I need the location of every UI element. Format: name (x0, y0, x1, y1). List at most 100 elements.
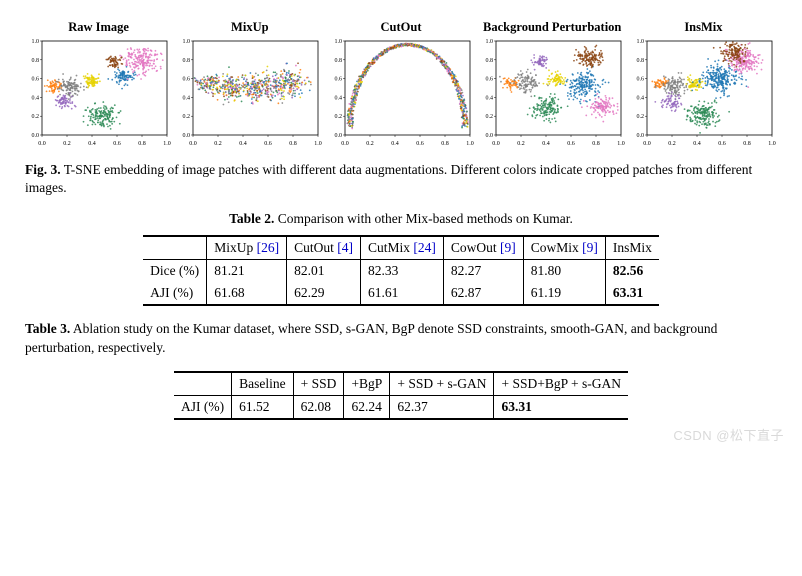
svg-text:0.0: 0.0 (32, 133, 40, 139)
svg-text:1.0: 1.0 (163, 141, 171, 147)
citation-ref[interactable]: [24] (413, 240, 436, 255)
svg-text:0.6: 0.6 (416, 141, 424, 147)
table-cell: 82.01 (287, 260, 361, 283)
scatter-insmix: 0.00.20.40.60.81.00.00.20.40.60.81.0 (631, 37, 776, 147)
svg-text:0.6: 0.6 (113, 141, 121, 147)
caption-lead: Table 3. (25, 321, 70, 336)
table-cell: 61.19 (523, 282, 605, 305)
svg-text:0.2: 0.2 (63, 141, 71, 147)
svg-text:0.6: 0.6 (265, 141, 273, 147)
svg-text:0.8: 0.8 (183, 58, 191, 64)
svg-text:0.4: 0.4 (636, 95, 644, 101)
svg-text:0.8: 0.8 (32, 58, 40, 64)
svg-text:0.6: 0.6 (485, 77, 493, 83)
caption-lead: Table 2. (229, 211, 274, 226)
svg-text:0.8: 0.8 (138, 141, 146, 147)
chart-title: Background Perturbation (483, 20, 621, 35)
citation-ref[interactable]: [4] (337, 240, 353, 255)
table-cell: 81.80 (523, 260, 605, 283)
svg-text:0.8: 0.8 (743, 141, 751, 147)
scatter-mixup: 0.00.20.40.60.81.00.00.20.40.60.81.0 (177, 37, 322, 147)
table-cell: 61.61 (360, 282, 443, 305)
svg-text:0.4: 0.4 (240, 141, 248, 147)
table-cell: 62.37 (390, 395, 494, 419)
panel-bgp: Background Perturbation 0.0 0.2 0.4 0.6 0.8 1… (479, 20, 626, 147)
svg-text:0.0: 0.0 (492, 141, 500, 147)
svg-text:0.8: 0.8 (636, 58, 644, 64)
table-cell: 62.08 (293, 395, 344, 419)
svg-text:0.8: 0.8 (334, 58, 342, 64)
svg-text:0.4: 0.4 (693, 141, 701, 147)
figure-caption: Fig. 3. T-SNE embedding of image patches… (25, 161, 777, 197)
svg-text:0.2: 0.2 (485, 114, 493, 120)
table-header: +BgP (344, 372, 390, 396)
figure-panels: Raw Image 0.00.20.40.60.81.00.00.20.40.6… (25, 20, 777, 147)
svg-text:1.0: 1.0 (485, 39, 493, 45)
svg-text:0.4: 0.4 (485, 95, 493, 101)
svg-text:0.6: 0.6 (567, 141, 575, 147)
citation-ref[interactable]: [9] (500, 240, 516, 255)
table-header: + SSD + s-GAN (390, 372, 494, 396)
table-cell: 82.56 (605, 260, 659, 283)
svg-text:0.2: 0.2 (668, 141, 676, 147)
panel-insmix: InsMix 0.00.20.40.60.81.00.00.20.40.60.8… (630, 20, 777, 147)
svg-text:0.0: 0.0 (183, 133, 191, 139)
svg-text:0.6: 0.6 (334, 77, 342, 83)
svg-text:0.0: 0.0 (334, 133, 342, 139)
caption-text: Ablation study on the Kumar dataset, whe… (25, 321, 717, 354)
svg-text:1.0: 1.0 (315, 141, 323, 147)
svg-text:0.4: 0.4 (542, 141, 550, 147)
svg-text:0.0: 0.0 (341, 141, 349, 147)
svg-text:0.0: 0.0 (190, 141, 198, 147)
svg-text:0.4: 0.4 (334, 95, 342, 101)
svg-text:0.8: 0.8 (592, 141, 600, 147)
citation-ref[interactable]: [9] (582, 240, 598, 255)
chart-title: InsMix (684, 20, 722, 35)
svg-text:0.6: 0.6 (183, 77, 191, 83)
svg-text:1.0: 1.0 (617, 141, 625, 147)
scatter-raw: 0.0 0.2 0.4 0.6 0.8 1.0 0.0 0.2 0.4 0.6 0.8 1.0 (26, 37, 171, 147)
svg-text:0.8: 0.8 (441, 141, 449, 147)
svg-text:0.6: 0.6 (32, 77, 40, 83)
svg-text:0.2: 0.2 (183, 114, 191, 120)
svg-text:0.0: 0.0 (38, 141, 46, 147)
svg-text:1.0: 1.0 (32, 39, 40, 45)
caption-text: T-SNE embedding of image patches with di… (25, 162, 752, 195)
svg-text:0.4: 0.4 (183, 95, 191, 101)
svg-text:0.2: 0.2 (517, 141, 525, 147)
table2: MixUp [26]CutOut [4]CutMix [24]CowOut [9… (143, 235, 659, 306)
svg-text:1.0: 1.0 (334, 39, 342, 45)
panel-raw: Raw Image 0.00.20.40.60.81.00.00.20.40.6… (25, 20, 172, 147)
table-cell: 62.87 (443, 282, 523, 305)
svg-text:0.4: 0.4 (32, 95, 40, 101)
table-header: MixUp [26] (207, 236, 287, 260)
table-cell: 62.24 (344, 395, 390, 419)
svg-text:0.2: 0.2 (636, 114, 644, 120)
svg-text:0.0: 0.0 (485, 133, 493, 139)
chart-title: CutOut (381, 20, 422, 35)
table3: Baseline+ SSD+BgP+ SSD + s-GAN+ SSD+BgP … (174, 371, 628, 420)
chart-title: MixUp (231, 20, 269, 35)
svg-text:0.2: 0.2 (32, 114, 40, 120)
table-cell: 62.29 (287, 282, 361, 305)
table-cell: 63.31 (605, 282, 659, 305)
table-cell: 81.21 (207, 260, 287, 283)
svg-text:0.8: 0.8 (485, 58, 493, 64)
table-header: + SSD (293, 372, 344, 396)
table-header: InsMix (605, 236, 659, 260)
scatter-cutout: 0.00.20.40.60.81.00.00.20.40.60.81.0 (329, 37, 474, 147)
table-cell: 63.31 (494, 395, 628, 419)
svg-text:0.4: 0.4 (88, 141, 96, 147)
table-header: CutOut [4] (287, 236, 361, 260)
table-header: CowOut [9] (443, 236, 523, 260)
panel-mixup: MixUp 0.00.20.40.60.81.00.00.20.40.60.81… (176, 20, 323, 147)
table-cell: 61.68 (207, 282, 287, 305)
svg-text:0.6: 0.6 (636, 77, 644, 83)
table-header: + SSD+BgP + s-GAN (494, 372, 628, 396)
caption-lead: Fig. 3. (25, 162, 61, 177)
citation-ref[interactable]: [26] (257, 240, 280, 255)
svg-text:0.0: 0.0 (643, 141, 651, 147)
watermark: CSDN @松下直子 (673, 425, 784, 444)
metric-label: Dice (%) (143, 260, 207, 283)
svg-text:0.4: 0.4 (391, 141, 399, 147)
